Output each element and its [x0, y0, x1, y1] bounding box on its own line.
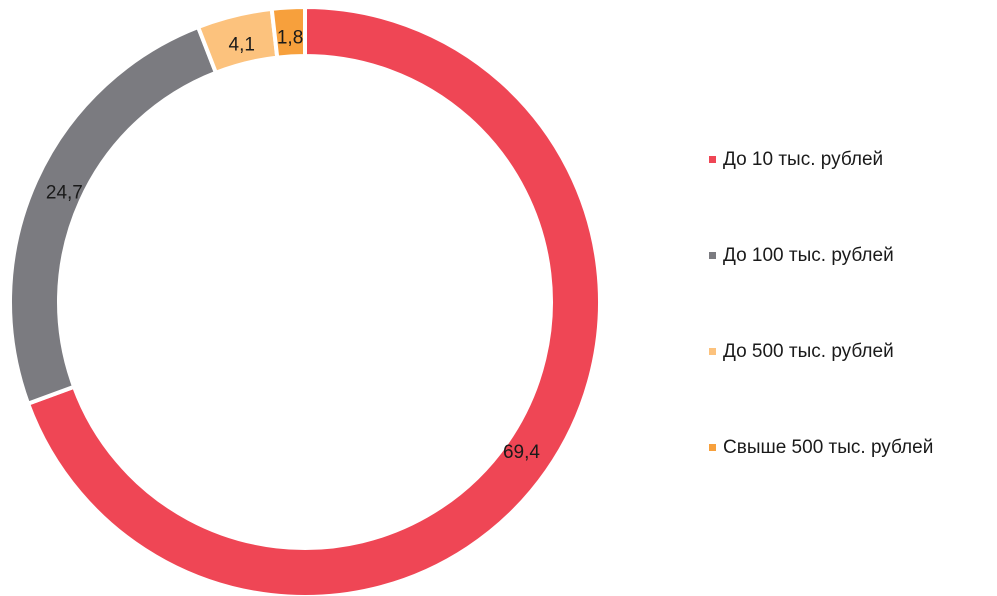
legend-swatch: [709, 444, 716, 451]
data-label: 24,7: [46, 182, 83, 203]
data-label: 69,4: [503, 442, 540, 463]
legend-label: До 500 тыс. рублей: [723, 341, 894, 362]
legend-label: Свыше 500 тыс. рублей: [723, 437, 933, 458]
donut-slice: [8, 24, 219, 407]
legend-label: До 100 тыс. рублей: [723, 245, 894, 266]
data-label: 1,8: [277, 27, 303, 48]
legend-swatch: [709, 156, 716, 163]
legend-label: До 10 тыс. рублей: [723, 149, 883, 170]
data-label: 4,1: [229, 35, 255, 56]
legend-swatch: [709, 348, 716, 355]
donut-slice: [25, 4, 602, 596]
donut-slice: [269, 4, 307, 60]
legend-swatch: [709, 252, 716, 259]
